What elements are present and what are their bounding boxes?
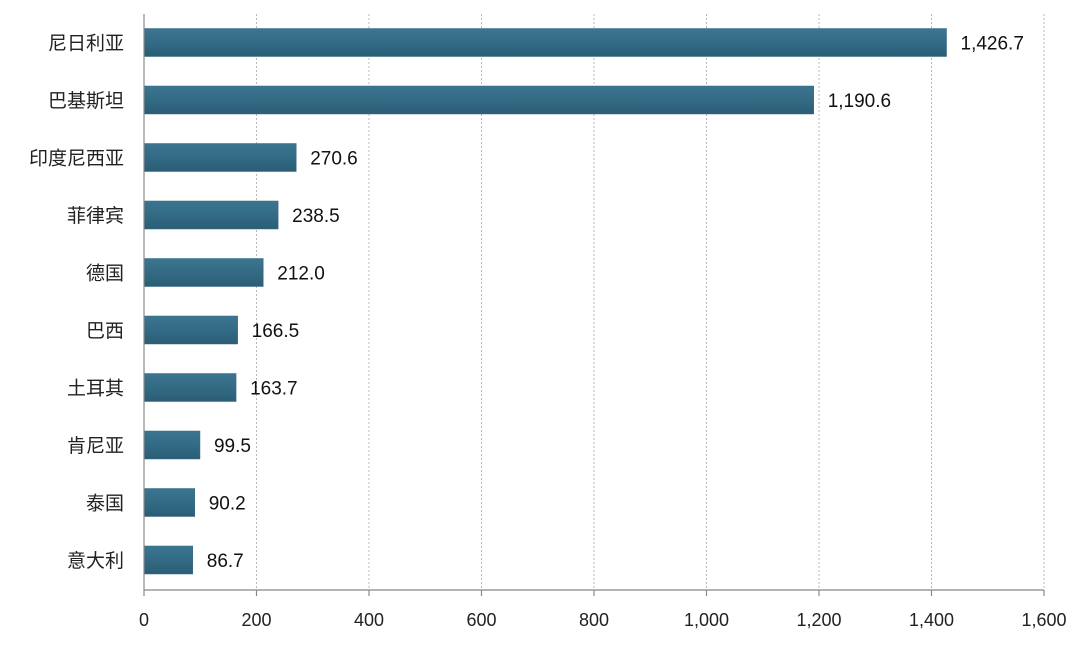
bar [143, 315, 238, 345]
x-tick-label: 0 [139, 610, 149, 630]
category-label: 尼日利亚 [48, 33, 124, 55]
bar [143, 28, 947, 57]
x-tick-label: 800 [579, 610, 609, 630]
x-tick-label: 200 [241, 610, 271, 630]
bar [143, 200, 279, 230]
value-label: 238.5 [292, 206, 340, 227]
bar [143, 545, 194, 575]
value-label: 163.7 [250, 379, 298, 400]
x-tick-label: 1,400 [909, 610, 954, 630]
category-label: 印度尼西亚 [29, 148, 124, 170]
value-label: 99.5 [214, 436, 251, 457]
x-tick-label: 1,600 [1021, 610, 1066, 630]
value-label: 212.0 [277, 264, 325, 285]
category-label: 菲律宾 [67, 205, 124, 227]
x-tick-label: 400 [354, 610, 384, 630]
bar [143, 85, 814, 115]
axis-layer: 0 200 400 600 800 1,000 1,200 1,400 1,600 尼日利亚巴基斯… [29, 14, 1067, 630]
bar [143, 258, 264, 287]
value-label: 1,190.6 [828, 91, 891, 112]
x-tick-label: 1,000 [684, 610, 729, 630]
bar [143, 143, 297, 172]
value-label: 270.6 [310, 149, 358, 170]
bar [143, 430, 201, 460]
category-label: 意大利 [67, 550, 124, 572]
x-tick-label: 600 [466, 610, 496, 630]
category-label: 巴基斯坦 [48, 90, 124, 112]
bar [143, 488, 195, 517]
x-tick-label: 1,200 [796, 610, 841, 630]
bar [143, 373, 237, 402]
category-label: 肯尼亚 [67, 435, 124, 457]
value-label: 1,426.7 [961, 34, 1024, 55]
category-label: 土耳其 [67, 378, 124, 400]
category-label: 巴西 [86, 320, 124, 342]
value-label: 166.5 [252, 321, 300, 342]
category-label: 德国 [86, 263, 124, 285]
category-label: 泰国 [86, 493, 124, 515]
value-label: 86.7 [207, 551, 244, 572]
bar-layer: 1,426.7 1,190.6 270.6 238.5 212.0 166.5 163.7 9… [143, 28, 1024, 575]
value-label: 90.2 [209, 494, 246, 515]
